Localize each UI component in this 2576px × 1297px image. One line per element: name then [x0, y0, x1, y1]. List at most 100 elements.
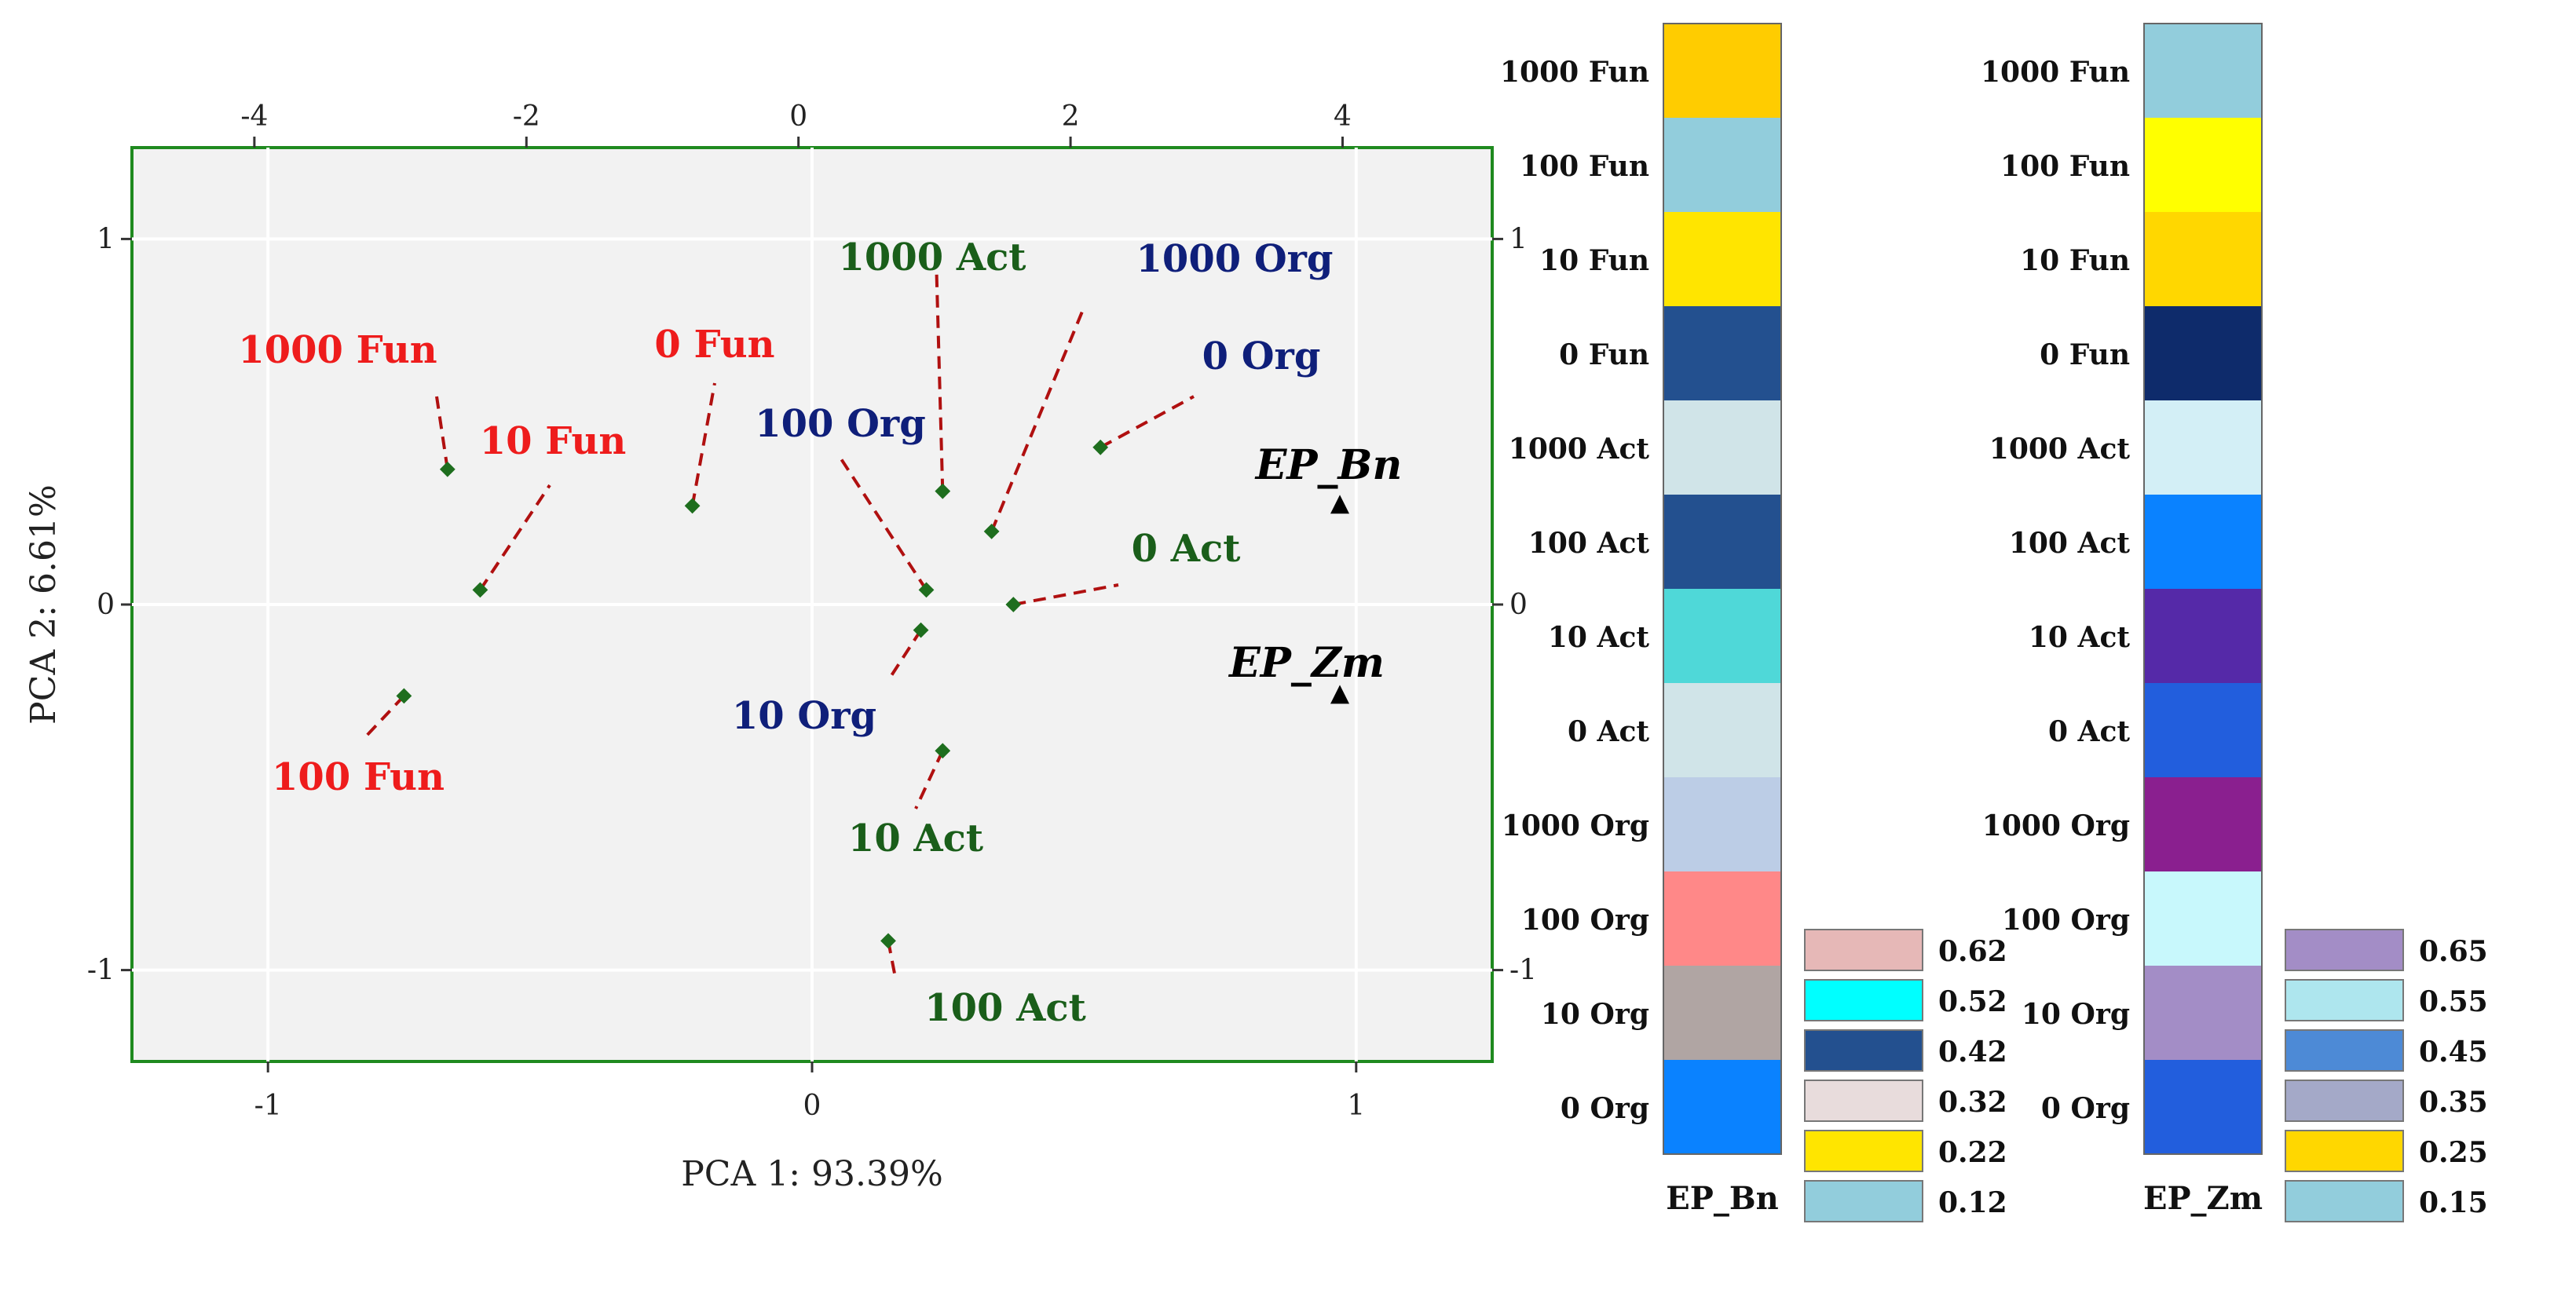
column-label: EP_Bn	[1666, 1180, 1778, 1217]
heatmap-cell	[1663, 212, 1781, 306]
row-label: 10 Org	[2022, 998, 2130, 1031]
case-label: 10 Act	[848, 817, 983, 860]
heatmap-cell	[1663, 777, 1781, 871]
case-label: 0 Org	[1202, 334, 1321, 378]
variable-points: EP_Bn EP_Zm	[1228, 441, 1403, 704]
top-tick-label: -4	[240, 100, 268, 133]
heatmap-cell	[1663, 306, 1781, 400]
row-label: 100 Act	[1528, 527, 1650, 560]
legend-swatch	[2285, 1080, 2404, 1122]
legend-label: 0.15	[2419, 1186, 2488, 1219]
row-label: 100 Org	[2002, 904, 2130, 937]
heatmap-cell	[1663, 966, 1781, 1060]
row-label: 100 Org	[1521, 904, 1649, 937]
leader-line	[914, 750, 945, 809]
case-label: 0 Act	[1132, 527, 1241, 571]
row-label: 10 Act	[2029, 621, 2130, 654]
heatmap-ep-zm: 1000 Fun 100 Fun 10 Fun 0 Fun 1000 Act 100 Ac…	[1981, 23, 2488, 1222]
row-label: 1000 Org	[1502, 809, 1649, 842]
row-label: 0 Act	[2048, 715, 2130, 748]
case-point	[1005, 597, 1022, 612]
heatmap-cell	[2144, 400, 2262, 495]
heatmap-cell	[2144, 118, 2262, 212]
heatmap-border	[2143, 23, 2263, 1155]
row-label: 10 Fun	[1539, 244, 1649, 277]
right-tick-label: 0	[1509, 589, 1528, 621]
row-label: 0 Act	[1568, 715, 1649, 748]
row-label: 100 Act	[2009, 527, 2131, 560]
variable-label: EP_Zm	[1228, 639, 1385, 687]
legend-label: 0.45	[2419, 1036, 2488, 1069]
variable-marker	[1330, 685, 1350, 704]
case-point	[396, 688, 412, 704]
case-point	[684, 498, 701, 514]
y-tick-label: -1	[87, 955, 115, 987]
heatmap-cell	[2144, 683, 2262, 777]
case-point	[439, 461, 456, 477]
heatmap-cell	[1663, 118, 1781, 212]
top-tick-label: -2	[513, 100, 540, 133]
row-label: 0 Org	[2041, 1092, 2130, 1125]
legend-swatch	[2285, 1029, 2404, 1072]
leader-line	[889, 629, 923, 678]
legend-swatch	[1804, 979, 1923, 1021]
leader-line	[1012, 583, 1119, 606]
legend-label: 0.25	[2419, 1136, 2488, 1169]
heatmap-border	[1663, 23, 1782, 1155]
legend-label: 0.65	[2419, 935, 2488, 968]
legend-label: 0.52	[1938, 985, 2007, 1018]
heatmap-cell	[2144, 306, 2262, 400]
legend-label: 0.42	[1938, 1036, 2007, 1069]
legend-swatch	[1804, 1080, 1923, 1122]
heatmap-cell	[2144, 495, 2262, 589]
case-points	[396, 439, 1109, 949]
legend-swatch	[2285, 1180, 2404, 1222]
case-point	[935, 743, 951, 759]
leader-line	[837, 454, 928, 591]
legend-swatch	[2285, 1130, 2404, 1172]
row-label: 0 Org	[1561, 1092, 1649, 1125]
legend-swatch	[1804, 1130, 1923, 1172]
heatmap-cell	[1663, 871, 1781, 966]
row-label: 1000 Org	[1982, 809, 2130, 842]
case-label: 1000 Org	[1136, 237, 1334, 281]
variable-label: EP_Bn	[1254, 441, 1403, 489]
case-label: 0 Fun	[654, 323, 774, 367]
row-label: 10 Act	[1548, 621, 1649, 654]
case-point	[880, 933, 896, 949]
legend-label: 0.35	[2419, 1086, 2488, 1119]
leader-line	[435, 396, 449, 470]
case-label: 10 Fun	[480, 419, 627, 463]
row-label: 1000 Act	[1989, 433, 2131, 466]
heatmap-cell	[2144, 1060, 2262, 1154]
row-label: 10 Org	[1541, 998, 1649, 1031]
column-label: EP_Zm	[2143, 1180, 2263, 1217]
legend-label: 0.32	[1938, 1086, 2007, 1119]
legend-label: 0.22	[1938, 1136, 2007, 1169]
row-label: 1000 Act	[1509, 433, 1650, 466]
legend-swatch	[2285, 979, 2404, 1021]
case-point	[983, 523, 1000, 539]
row-label: 100 Fun	[2000, 150, 2130, 183]
case-label: 100 Fun	[272, 755, 445, 799]
leader-line	[690, 382, 716, 506]
right-tick-label: 1	[1509, 223, 1528, 255]
leader-line	[935, 257, 945, 491]
heatmap-cell	[1663, 400, 1781, 495]
top-tick-label: 4	[1334, 100, 1352, 133]
case-label: 100 Act	[924, 986, 1086, 1030]
row-label: 0 Fun	[1559, 338, 1649, 371]
case-point	[918, 582, 935, 598]
top-tick-label: 2	[1062, 100, 1080, 133]
x-tick-label: 1	[1347, 1090, 1365, 1122]
axis-ticks: -1 0 1 -4 -2 0 2 4 -1 0 1 -1 0 1	[87, 100, 1537, 1122]
case-label: 1000 Act	[839, 236, 1026, 279]
case-label: 10 Org	[732, 694, 876, 738]
y-axis-label: PCA 2: 6.61%	[24, 484, 64, 725]
case-point	[935, 483, 951, 499]
heatmap-cell	[1663, 589, 1781, 683]
heatmap-cell	[2144, 777, 2262, 871]
x-tick-label: 0	[803, 1090, 821, 1122]
